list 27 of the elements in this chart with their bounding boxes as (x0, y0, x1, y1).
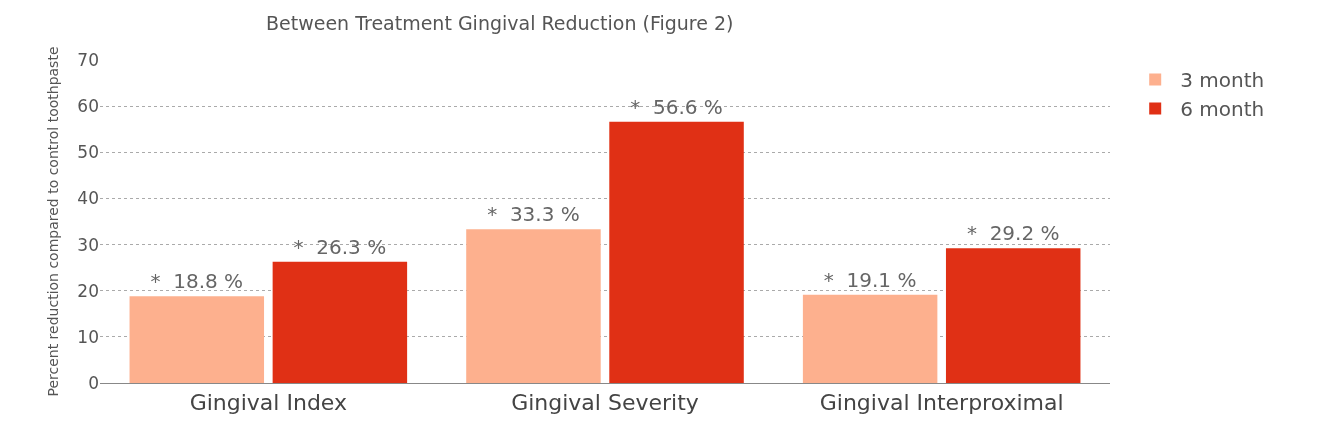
y-tick-label: 0 (88, 372, 99, 393)
y-tick-label: 20 (77, 280, 99, 301)
bar (466, 229, 601, 383)
data-label: * 19.1 % (823, 267, 917, 292)
x-tick-label: Gingival Index (189, 390, 348, 416)
data-label: * 56.6 % (630, 94, 723, 119)
bar (272, 261, 408, 383)
legend-label: 3 month (1180, 68, 1265, 93)
x-tick-label: Gingival Severity (511, 390, 699, 416)
y-tick-label: 30 (77, 234, 99, 255)
y-tick-label: 70 (77, 49, 99, 70)
data-label: * 33.3 % (487, 202, 580, 227)
data-label: * 18.8 % (150, 269, 244, 294)
bar (802, 294, 938, 383)
y-tick-label: 60 (77, 96, 99, 117)
data-label: * 26.3 % (293, 234, 387, 259)
y-tick-label: 10 (77, 326, 99, 347)
chart-title: Between Treatment Gingival Reduction (Figure 2) (266, 12, 734, 35)
y-axis-title: Percent reduction compared to control toothpaste (44, 46, 61, 397)
y-tick-label: 40 (77, 188, 99, 209)
x-tick-label: Gingival Interproximal (819, 390, 1064, 416)
legend-label: 6 month (1180, 97, 1265, 122)
y-tick-label: 50 (77, 142, 99, 163)
bar (609, 121, 744, 383)
data-label: * 29.2 % (966, 221, 1060, 246)
bar (129, 296, 265, 383)
bar (945, 248, 1081, 383)
